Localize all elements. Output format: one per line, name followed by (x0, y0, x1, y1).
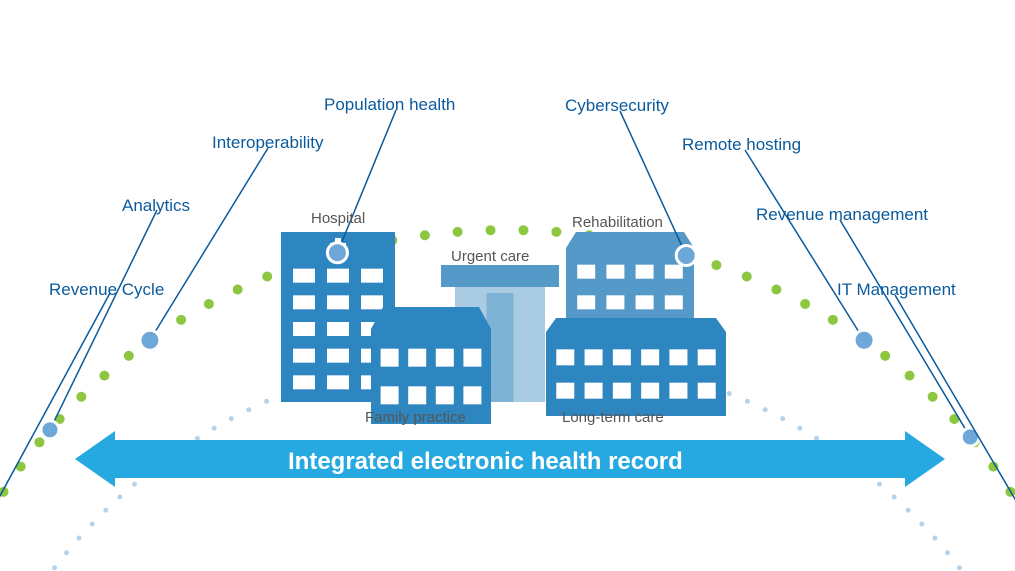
service-node (41, 421, 59, 439)
facility-label: Rehabilitation (572, 214, 663, 231)
facility-label: Long-term care (562, 409, 664, 426)
service-label: Revenue Cycle (49, 280, 164, 300)
service-label: Revenue management (756, 205, 928, 225)
service-label: Analytics (122, 196, 190, 216)
service-node (854, 330, 874, 350)
service-label: IT Management (837, 280, 956, 300)
service-label: Remote hosting (682, 135, 801, 155)
leader-line (50, 210, 157, 430)
leader-line (337, 110, 396, 253)
service-node (140, 330, 160, 350)
service-node (676, 245, 696, 265)
service-node (327, 243, 347, 263)
service-label: Interoperability (212, 133, 324, 153)
banner-text: Integrated electronic health record (288, 448, 683, 476)
service-node (961, 428, 979, 446)
service-label: Population health (324, 95, 455, 115)
service-label: Cybersecurity (565, 96, 669, 116)
leader-line (0, 293, 110, 514)
leader-line (150, 148, 268, 340)
leader-line (840, 220, 970, 437)
facility-label: Urgent care (451, 248, 529, 265)
leader-line (745, 150, 864, 340)
facility-label: Hospital (311, 210, 365, 227)
facility-label: Family practice (365, 409, 466, 426)
